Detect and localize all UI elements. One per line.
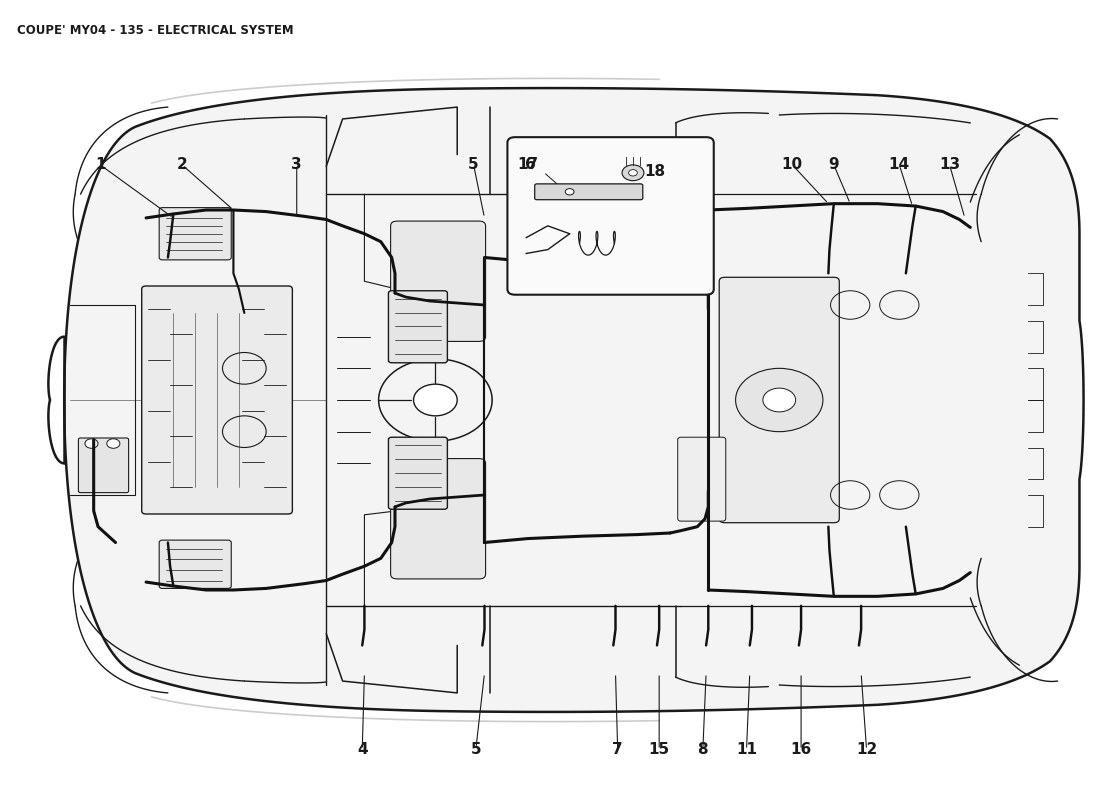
Circle shape xyxy=(763,388,795,412)
Text: COUPE' MY04 - 135 - ELECTRICAL SYSTEM: COUPE' MY04 - 135 - ELECTRICAL SYSTEM xyxy=(18,24,294,37)
FancyBboxPatch shape xyxy=(388,438,448,510)
FancyBboxPatch shape xyxy=(507,137,714,294)
Text: 13: 13 xyxy=(939,158,960,172)
Text: 17: 17 xyxy=(518,157,539,171)
Circle shape xyxy=(565,189,574,195)
FancyBboxPatch shape xyxy=(78,438,129,493)
FancyBboxPatch shape xyxy=(390,221,485,342)
FancyBboxPatch shape xyxy=(160,208,231,260)
Text: 8: 8 xyxy=(697,742,708,758)
Text: eurospares: eurospares xyxy=(135,430,364,465)
Text: 10: 10 xyxy=(782,158,803,172)
Circle shape xyxy=(85,438,98,448)
Circle shape xyxy=(628,170,637,176)
Text: eurospares: eurospares xyxy=(600,430,828,465)
Text: 1: 1 xyxy=(95,158,106,172)
Circle shape xyxy=(107,438,120,448)
Text: 12: 12 xyxy=(856,742,877,758)
Circle shape xyxy=(623,165,643,181)
Circle shape xyxy=(414,384,458,416)
Text: 16: 16 xyxy=(791,742,812,758)
Text: 7: 7 xyxy=(613,742,623,758)
FancyBboxPatch shape xyxy=(678,438,726,521)
Circle shape xyxy=(736,368,823,432)
Text: 4: 4 xyxy=(356,742,367,758)
Text: 9: 9 xyxy=(828,158,839,172)
Text: 5: 5 xyxy=(469,158,478,172)
Text: 6: 6 xyxy=(525,158,536,172)
Text: 11: 11 xyxy=(736,742,757,758)
FancyBboxPatch shape xyxy=(719,278,839,522)
FancyBboxPatch shape xyxy=(142,286,293,514)
Text: 5: 5 xyxy=(471,742,481,758)
Text: 18: 18 xyxy=(645,165,665,179)
FancyBboxPatch shape xyxy=(388,290,448,362)
Polygon shape xyxy=(64,88,1084,712)
FancyBboxPatch shape xyxy=(160,540,231,589)
Text: 14: 14 xyxy=(889,158,910,172)
FancyBboxPatch shape xyxy=(535,184,642,200)
Text: 2: 2 xyxy=(177,158,187,172)
FancyBboxPatch shape xyxy=(390,458,485,579)
Text: 15: 15 xyxy=(649,742,670,758)
Text: 3: 3 xyxy=(292,158,302,172)
